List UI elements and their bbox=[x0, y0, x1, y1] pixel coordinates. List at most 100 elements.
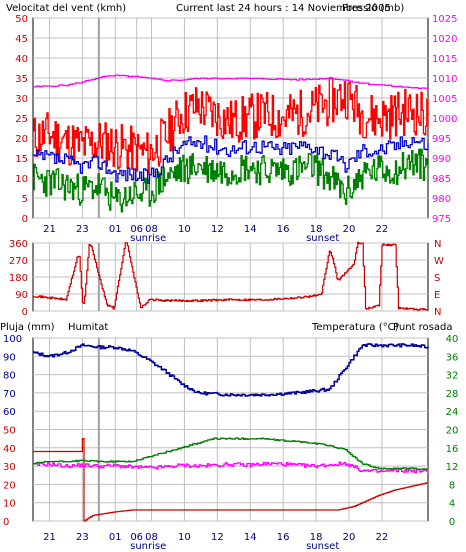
panel-1-x-tick-20: 20 bbox=[343, 224, 356, 235]
chart-main-title: Current last 24 hours : 14 Noviembre 200… bbox=[176, 3, 391, 14]
panel-1-x-tick-21: 21 bbox=[43, 224, 56, 235]
temperature-title: Temperatura (°C) bbox=[311, 322, 399, 333]
rain-title: Pluja (mm) bbox=[0, 322, 55, 333]
wind-axis-tick-50: 50 bbox=[15, 14, 28, 25]
panel-3-x-tick-21: 21 bbox=[43, 532, 56, 543]
humidity-rain-axis-tick-0: 0 bbox=[3, 517, 9, 528]
humidity-rain-axis-tick-40: 40 bbox=[3, 444, 16, 455]
panel-3-x-tick-22: 22 bbox=[376, 532, 389, 543]
wind-axis-tick-15: 15 bbox=[15, 154, 28, 165]
direction-compass-0: N bbox=[434, 239, 441, 250]
pressure-axis-tick-1005: 1005 bbox=[432, 94, 457, 105]
wind-axis-tick-0: 0 bbox=[22, 214, 28, 225]
humidity-rain-axis-tick-90: 90 bbox=[3, 352, 16, 363]
panel-3-sunrise-label: sunrise bbox=[130, 541, 166, 552]
dewpoint-title: Punt rosada bbox=[393, 322, 452, 333]
pressure-axis-tick-1010: 1010 bbox=[432, 74, 457, 85]
temperature-axis-tick-24: 24 bbox=[446, 407, 459, 418]
panel-1-x-tick-16: 16 bbox=[277, 224, 290, 235]
temperature-axis-tick-8: 8 bbox=[449, 480, 455, 491]
direction-axis-tick-180: 180 bbox=[9, 273, 28, 284]
direction-compass-2: S bbox=[434, 273, 440, 284]
humidity-rain-axis-tick-10: 10 bbox=[3, 499, 16, 510]
humidity-rain-axis-tick-20: 20 bbox=[3, 480, 16, 491]
temperature-axis-tick-12: 12 bbox=[446, 462, 459, 473]
wind-axis-tick-25: 25 bbox=[15, 114, 28, 125]
chart-panels: 0510152025303540455097598098599099510001… bbox=[3, 14, 458, 552]
panel-3-x-tick-18: 18 bbox=[310, 532, 323, 543]
direction-axis-tick-270: 270 bbox=[9, 256, 28, 267]
wind-axis-tick-10: 10 bbox=[15, 174, 28, 185]
pressure-axis-tick-1025: 1025 bbox=[432, 14, 457, 25]
wind-axis-tick-20: 20 bbox=[15, 134, 28, 145]
humidity-rain-axis-tick-60: 60 bbox=[3, 407, 16, 418]
humidity-rain-axis-tick-80: 80 bbox=[3, 371, 16, 382]
pressure-axis-tick-985: 985 bbox=[432, 174, 451, 185]
panel-3-x-tick-14: 14 bbox=[244, 532, 257, 543]
panel-1-x-tick-01: 01 bbox=[109, 224, 122, 235]
panel-3-x-tick-16: 16 bbox=[277, 532, 290, 543]
wind-axis-tick-35: 35 bbox=[15, 74, 28, 85]
series-wind-avg bbox=[33, 135, 429, 185]
panel-1-x-tick-22: 22 bbox=[376, 224, 389, 235]
humidity-rain-axis-tick-30: 30 bbox=[3, 462, 16, 473]
humidity-rain-axis-tick-50: 50 bbox=[3, 426, 16, 437]
pressure-axis-tick-990: 990 bbox=[432, 154, 451, 165]
direction-axis-tick-0: 0 bbox=[22, 307, 28, 318]
panel-1-x-tick-06: 06 bbox=[130, 224, 143, 235]
humidity-rain-axis-tick-100: 100 bbox=[3, 334, 22, 345]
series-wind-min bbox=[33, 148, 429, 213]
wind-axis-tick-5: 5 bbox=[22, 194, 28, 205]
panel-3-sunset-label: sunset bbox=[306, 541, 339, 552]
series-pressure bbox=[33, 74, 429, 90]
wind-speed-title: Velocitat del vent (kmh) bbox=[6, 3, 126, 14]
wind-axis-tick-45: 45 bbox=[15, 34, 28, 45]
direction-compass-3: E bbox=[434, 290, 440, 301]
pressure-axis-tick-980: 980 bbox=[432, 194, 451, 205]
series-humidity bbox=[33, 343, 429, 397]
temperature-axis-tick-36: 36 bbox=[446, 352, 459, 363]
temperature-axis-tick-20: 20 bbox=[446, 426, 459, 437]
panel-1-x-tick-08: 08 bbox=[145, 224, 158, 235]
panel-3-x-tick-10: 10 bbox=[178, 532, 191, 543]
series-wind-gust bbox=[33, 77, 429, 175]
panel-3-x-tick-01: 01 bbox=[109, 532, 122, 543]
panel-1-sunrise-label: sunrise bbox=[130, 233, 166, 244]
pressure-axis-tick-1000: 1000 bbox=[432, 114, 457, 125]
series-temperature bbox=[33, 437, 429, 471]
series-dewpoint bbox=[33, 461, 429, 474]
humidity-title: Humitat bbox=[68, 322, 108, 333]
panel-3-x-tick-06: 06 bbox=[130, 532, 143, 543]
humidity-rain-axis-tick-70: 70 bbox=[3, 389, 16, 400]
temperature-axis-tick-40: 40 bbox=[446, 334, 459, 345]
temperature-axis-tick-4: 4 bbox=[449, 499, 455, 510]
wind-axis-tick-40: 40 bbox=[15, 54, 28, 65]
wind-axis-tick-30: 30 bbox=[15, 94, 28, 105]
direction-axis-tick-360: 360 bbox=[9, 239, 28, 250]
temperature-axis-tick-16: 16 bbox=[446, 444, 459, 455]
panel-1-x-tick-12: 12 bbox=[211, 224, 224, 235]
temperature-axis-tick-28: 28 bbox=[446, 389, 459, 400]
panel-1-x-tick-23: 23 bbox=[76, 224, 89, 235]
panel-1-x-tick-14: 14 bbox=[244, 224, 257, 235]
temperature-axis-tick-0: 0 bbox=[449, 517, 455, 528]
pressure-axis-tick-1020: 1020 bbox=[432, 34, 457, 45]
temperature-axis-tick-32: 32 bbox=[446, 371, 459, 382]
pressure-title: Pressió (mb) bbox=[342, 2, 404, 14]
panel-3-x-tick-08: 08 bbox=[145, 532, 158, 543]
panel-3-x-tick-12: 12 bbox=[211, 532, 224, 543]
panel-3-x-tick-20: 20 bbox=[343, 532, 356, 543]
pressure-axis-tick-995: 995 bbox=[432, 134, 451, 145]
direction-compass-4: N bbox=[434, 307, 441, 318]
series-wind-direction bbox=[33, 241, 429, 311]
panel-1-x-tick-10: 10 bbox=[178, 224, 191, 235]
direction-axis-tick-90: 90 bbox=[15, 290, 28, 301]
pressure-axis-tick-1015: 1015 bbox=[432, 54, 457, 65]
direction-compass-1: W bbox=[434, 256, 444, 267]
panel-3-x-tick-23: 23 bbox=[76, 532, 89, 543]
series-rain bbox=[33, 438, 429, 522]
panel-1-sunset-label: sunset bbox=[306, 233, 339, 244]
pressure-axis-tick-975: 975 bbox=[432, 214, 451, 225]
panel-1-x-tick-18: 18 bbox=[310, 224, 323, 235]
